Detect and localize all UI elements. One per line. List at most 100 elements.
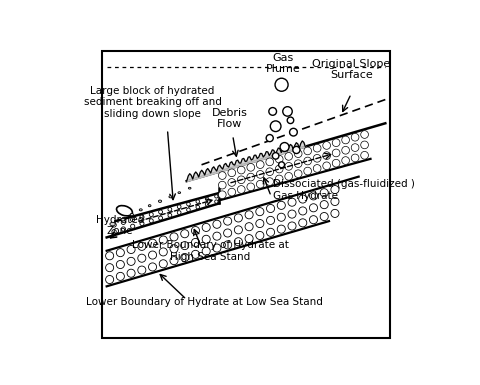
Circle shape	[256, 208, 264, 216]
Circle shape	[247, 173, 254, 181]
Circle shape	[256, 171, 264, 178]
Circle shape	[361, 141, 369, 149]
Circle shape	[228, 188, 236, 196]
Ellipse shape	[110, 222, 115, 226]
Circle shape	[285, 162, 292, 170]
Text: Lower Boundary of Hydrate at Low Sea Stand: Lower Boundary of Hydrate at Low Sea Sta…	[86, 297, 323, 307]
Circle shape	[127, 246, 135, 254]
Circle shape	[285, 172, 292, 180]
Circle shape	[288, 210, 296, 218]
Circle shape	[245, 211, 253, 219]
Circle shape	[342, 146, 349, 154]
Circle shape	[140, 215, 144, 219]
Circle shape	[159, 248, 168, 256]
Circle shape	[331, 209, 339, 218]
Circle shape	[106, 252, 114, 260]
Circle shape	[320, 189, 328, 197]
Circle shape	[351, 133, 359, 141]
Circle shape	[266, 168, 274, 176]
Circle shape	[276, 165, 283, 173]
Circle shape	[313, 164, 321, 172]
Circle shape	[332, 139, 340, 147]
Circle shape	[112, 223, 116, 227]
Circle shape	[285, 152, 292, 160]
Circle shape	[148, 239, 156, 247]
Circle shape	[213, 232, 221, 240]
Circle shape	[310, 216, 318, 224]
Circle shape	[138, 254, 146, 262]
Circle shape	[294, 170, 302, 177]
Circle shape	[106, 264, 114, 272]
Circle shape	[272, 152, 279, 159]
Circle shape	[277, 201, 285, 209]
Circle shape	[180, 241, 189, 249]
Circle shape	[361, 131, 369, 138]
Circle shape	[320, 213, 328, 221]
Circle shape	[116, 261, 124, 269]
Circle shape	[127, 269, 135, 277]
Circle shape	[159, 260, 168, 268]
Circle shape	[224, 241, 232, 249]
Circle shape	[310, 192, 318, 200]
Ellipse shape	[178, 192, 180, 194]
Circle shape	[304, 167, 312, 175]
Circle shape	[158, 216, 163, 220]
Ellipse shape	[121, 218, 125, 221]
Circle shape	[313, 154, 321, 162]
Circle shape	[266, 134, 273, 142]
Circle shape	[247, 164, 254, 171]
Circle shape	[361, 151, 369, 159]
Circle shape	[238, 186, 245, 193]
Circle shape	[288, 222, 296, 230]
Circle shape	[149, 219, 153, 223]
Circle shape	[299, 207, 307, 215]
Circle shape	[159, 236, 168, 244]
Circle shape	[218, 172, 226, 179]
Ellipse shape	[188, 187, 191, 189]
Circle shape	[205, 203, 209, 206]
Circle shape	[320, 201, 328, 209]
Circle shape	[256, 161, 264, 169]
Circle shape	[177, 211, 181, 214]
Circle shape	[351, 144, 359, 151]
Ellipse shape	[139, 209, 142, 211]
Text: Gas
Plume: Gas Plume	[266, 53, 300, 74]
Circle shape	[247, 183, 254, 191]
Circle shape	[215, 200, 218, 203]
Circle shape	[342, 136, 349, 144]
Circle shape	[202, 247, 210, 255]
Circle shape	[342, 157, 349, 164]
Circle shape	[121, 227, 125, 231]
Circle shape	[256, 231, 264, 239]
Circle shape	[299, 195, 307, 203]
Circle shape	[158, 210, 163, 214]
Text: Original Slope
Surface: Original Slope Surface	[312, 59, 390, 80]
Circle shape	[131, 224, 135, 228]
Circle shape	[187, 203, 190, 206]
Circle shape	[149, 213, 153, 216]
Circle shape	[106, 276, 114, 284]
Circle shape	[170, 245, 178, 253]
Circle shape	[196, 200, 200, 203]
Text: Debris
Flow: Debris Flow	[212, 107, 248, 129]
Circle shape	[196, 205, 200, 209]
Circle shape	[202, 235, 210, 243]
Circle shape	[256, 180, 264, 188]
Circle shape	[112, 229, 116, 234]
Circle shape	[277, 225, 285, 233]
Circle shape	[277, 213, 285, 221]
Circle shape	[276, 155, 283, 163]
Circle shape	[170, 256, 178, 264]
Circle shape	[224, 229, 232, 237]
Text: Large block of hydrated
sediment breaking off and
sliding down slope: Large block of hydrated sediment breakin…	[84, 85, 222, 119]
Circle shape	[293, 146, 300, 154]
Circle shape	[288, 198, 296, 206]
Circle shape	[313, 144, 321, 152]
Circle shape	[351, 154, 359, 162]
Circle shape	[213, 220, 221, 228]
Circle shape	[180, 230, 189, 238]
Circle shape	[331, 198, 339, 206]
Circle shape	[177, 205, 181, 209]
Circle shape	[234, 238, 242, 246]
Circle shape	[215, 195, 218, 198]
